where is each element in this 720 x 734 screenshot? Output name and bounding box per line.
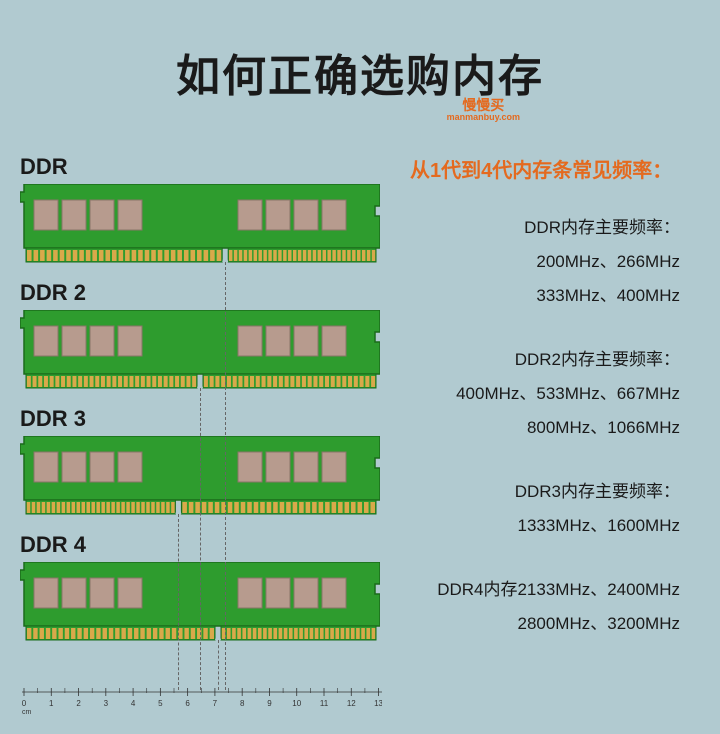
frequency-line: DDR内存主要频率： (410, 211, 680, 245)
notch-guide-line (178, 514, 179, 690)
frequency-column: 从1代到4代内存条常见频率： DDR内存主要频率：200MHz、266MHz33… (390, 154, 700, 671)
frequency-list: DDR内存主要频率：200MHz、266MHz333MHz、400MHz DDR2… (410, 211, 700, 641)
ram-label: DDR 3 (20, 406, 390, 432)
svg-text:1: 1 (49, 699, 54, 708)
frequency-line: 333MHz、400MHz (410, 279, 680, 313)
svg-text:6: 6 (185, 699, 190, 708)
frequency-line: 200MHz、266MHz (410, 245, 680, 279)
page-title: 如何正确选购内存 (0, 0, 720, 104)
frequency-block: DDR内存主要频率：200MHz、266MHz333MHz、400MHz (410, 211, 700, 313)
svg-text:0: 0 (22, 699, 27, 708)
notch-guide-line (200, 388, 201, 690)
svg-text:8: 8 (240, 699, 245, 708)
frequency-block: DDR4内存2133MHz、2400MHz2800MHz、3200MHz (410, 573, 700, 641)
ram-diagram-column: DDR DDR 2 DDR 3 DDR 4 (20, 154, 390, 671)
frequency-block: DDR2内存主要频率：400MHz、533MHz、667MHz800MHz、10… (410, 343, 700, 445)
frequency-block: DDR3内存主要频率：1333MHz、1600MHz (410, 475, 700, 543)
svg-text:10: 10 (292, 699, 301, 708)
svg-text:9: 9 (267, 699, 272, 708)
watermark-main: 慢慢买 (462, 97, 504, 113)
frequency-section-title: 从1代到4代内存条常见频率： (410, 154, 700, 183)
frequency-line: 400MHz、533MHz、667MHz (410, 377, 680, 411)
svg-text:2: 2 (76, 699, 81, 708)
ram-label: DDR (20, 154, 390, 180)
content-area: DDR DDR 2 DDR 3 DDR 4 从1代到4代内存条常见频率： DDR内存主… (0, 104, 720, 671)
notch-guide-line (218, 640, 219, 690)
frequency-line: DDR3内存主要频率： (410, 475, 680, 509)
watermark-sub: manmanbuy.com (447, 113, 520, 123)
svg-text:12: 12 (347, 699, 356, 708)
ruler: 012345678910111213cm (22, 688, 382, 716)
ram-stick (20, 184, 380, 270)
watermark: 慢慢买 manmanbuy.com (447, 98, 520, 123)
frequency-line: 1333MHz、1600MHz (410, 509, 680, 543)
frequency-line: DDR2内存主要频率： (410, 343, 680, 377)
svg-text:11: 11 (320, 699, 329, 708)
notch-guide-line (225, 262, 226, 690)
svg-text:7: 7 (213, 699, 218, 708)
svg-text:13: 13 (374, 699, 382, 708)
svg-text:3: 3 (104, 699, 109, 708)
ram-label: DDR 2 (20, 280, 390, 306)
svg-text:4: 4 (131, 699, 136, 708)
frequency-line: 800MHz、1066MHz (410, 411, 680, 445)
svg-text:5: 5 (158, 699, 163, 708)
frequency-line: 2800MHz、3200MHz (410, 607, 680, 641)
frequency-line: DDR4内存2133MHz、2400MHz (410, 573, 680, 607)
ram-stick (20, 310, 380, 396)
svg-text:cm: cm (22, 709, 32, 716)
ram-label: DDR 4 (20, 532, 390, 558)
